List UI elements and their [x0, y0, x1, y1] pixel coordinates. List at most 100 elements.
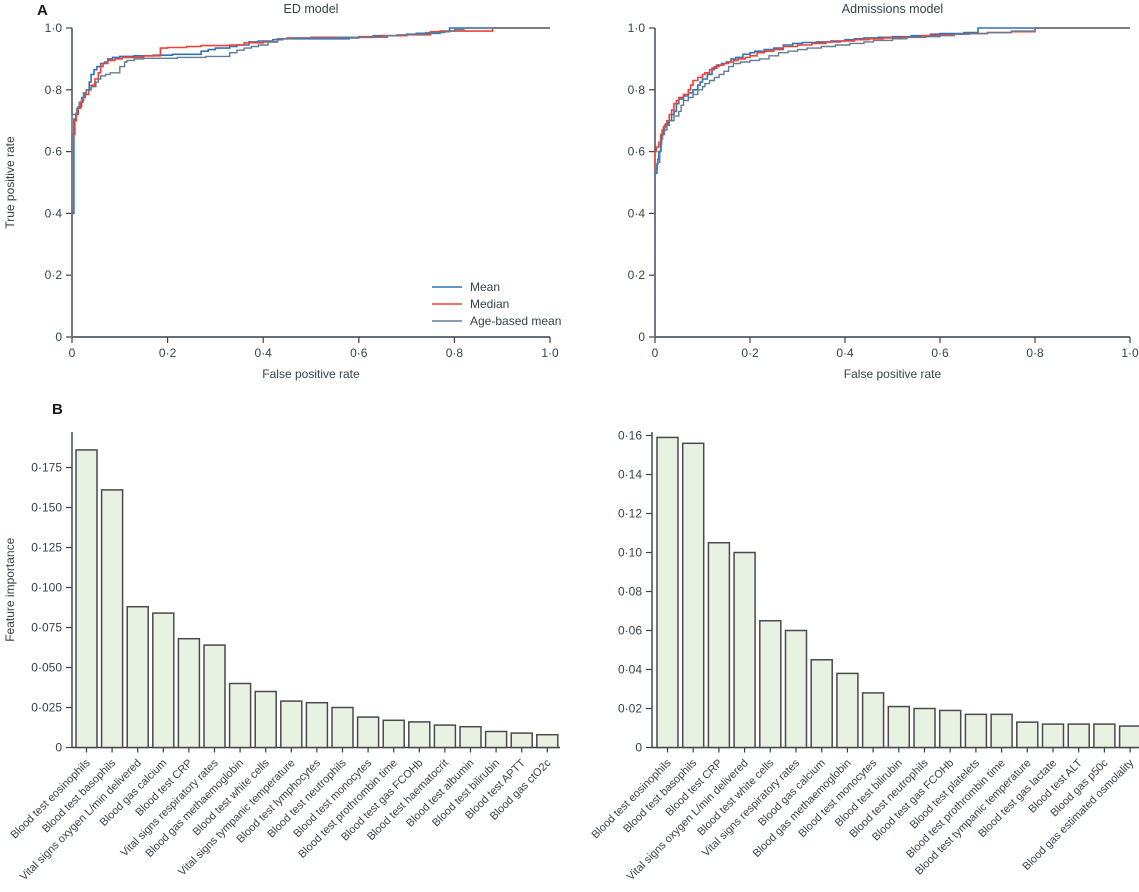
y-tick-label: 1·0 [45, 21, 63, 35]
x-tick-label: 0·8 [1026, 346, 1044, 360]
y-tick-label: 0·08 [618, 585, 642, 599]
bar [203, 644, 226, 749]
bar [408, 721, 431, 749]
bar [126, 605, 149, 749]
legend-item-label: Median [470, 297, 509, 311]
y-tick-label: 0·025 [31, 701, 62, 715]
y-tick-label: 0·04 [618, 663, 642, 677]
x-tick-label: 0·4 [836, 346, 854, 360]
y-tick-label: 0·12 [618, 507, 642, 521]
x-axis-title: False positive rate [844, 367, 942, 381]
y-tick-label: 1·0 [628, 21, 646, 35]
y-tick-label: 0·4 [45, 206, 63, 220]
bar [1093, 723, 1116, 749]
bar [433, 724, 457, 749]
roc-curve-age-based-mean [71, 27, 550, 337]
bar [510, 732, 533, 749]
roc-chart-ed-model: ED model 0 0·2 0·4 0·6 0·8 1·0 0 0·2 0·4 0·6 0·8 1·0… [3, 2, 561, 381]
bar [459, 725, 482, 749]
y-tick-label: 0·10 [618, 546, 642, 560]
bar [810, 659, 833, 749]
y-axis-title: True positive rate [3, 136, 17, 229]
x-tick-label: 0·6 [350, 346, 368, 360]
bar [536, 733, 559, 749]
y-tick-label: 0·150 [31, 501, 62, 515]
roc-curve-median [654, 27, 1130, 337]
chart-title: Admissions model [842, 2, 943, 16]
roc-curve-age-based-mean [654, 27, 1130, 337]
bar [861, 692, 885, 749]
y-tick-label: 0 [638, 330, 645, 344]
chart-title: ED model [284, 2, 339, 16]
x-tick-label: 0·6 [931, 346, 949, 360]
y-tick-label: 0·06 [618, 624, 642, 638]
bar [733, 551, 756, 749]
x-tick-label: 0 [69, 346, 76, 360]
x-tick-label: 1·0 [541, 346, 559, 360]
bar [913, 707, 936, 749]
bar [1041, 723, 1065, 749]
bar [228, 682, 252, 749]
bar [759, 620, 782, 749]
x-tick-label: 0·2 [159, 346, 177, 360]
bar [964, 713, 988, 749]
x-tick-label: 0 [652, 346, 659, 360]
bar [177, 637, 201, 749]
legend-item-label: Mean [470, 280, 500, 294]
y-tick-label: 0·2 [628, 268, 646, 282]
y-tick-label: 0·8 [45, 83, 63, 97]
bar [305, 701, 329, 749]
y-tick-label: 0·6 [45, 145, 63, 159]
y-tick-label: 0 [55, 330, 62, 344]
bar [1016, 721, 1039, 749]
panel-b-label: B [52, 401, 63, 418]
y-tick-label: 0·100 [31, 581, 62, 595]
y-tick-label: 0·8 [628, 83, 646, 97]
bar [484, 730, 508, 749]
bar [887, 705, 911, 749]
y-tick-label: 0·175 [31, 461, 62, 475]
bar [990, 713, 1013, 749]
bar [254, 690, 277, 749]
y-tick-label: 0·02 [618, 702, 642, 716]
bar [280, 700, 303, 749]
y-tick-label: 0·14 [618, 468, 642, 482]
y-tick-label: 0·6 [628, 145, 646, 159]
y-tick-label: 0·075 [31, 621, 62, 635]
bar [331, 706, 354, 749]
bar [784, 629, 808, 749]
bar [836, 672, 859, 749]
x-tick-label: 0·8 [446, 346, 464, 360]
bar [938, 709, 962, 749]
y-tick-label: 0·125 [31, 541, 62, 555]
x-axis-title: False positive rate [262, 367, 360, 381]
y-tick-label: 0·050 [31, 661, 62, 675]
legend-item-label: Age-based mean [470, 314, 561, 328]
x-tick-label: 1·0 [1121, 346, 1139, 360]
feature-importance-chart-ed-model: 0 0·025 0·050 0·075 0·100 0·125 0·150 0·175 Feat… [3, 432, 560, 883]
panel-a-label: A [37, 2, 48, 19]
bar [356, 716, 380, 749]
y-tick-label: 0·16 [618, 429, 642, 443]
bar [382, 719, 405, 749]
bar [707, 542, 731, 749]
bar [1067, 723, 1090, 749]
bar [100, 489, 124, 749]
bar [1118, 725, 1139, 749]
y-tick-label: 0·2 [45, 268, 63, 282]
bar [152, 612, 175, 749]
bar [681, 442, 705, 749]
bar [656, 436, 679, 749]
y-tick-label: 0 [635, 741, 642, 755]
roc-curve-mean [654, 27, 1130, 337]
y-tick-label: 0·4 [628, 206, 646, 220]
x-tick-label: 0·4 [255, 346, 273, 360]
bar [75, 449, 98, 749]
x-tick-label: 0·2 [741, 346, 759, 360]
y-axis-title: Feature importance [3, 537, 17, 641]
y-tick-label: 0 [55, 741, 62, 755]
roc-chart-admissions-model: Admissions model 0 0·2 0·4 0·6 0·8 1·0 0 0·2 0·4 0… [628, 2, 1139, 381]
